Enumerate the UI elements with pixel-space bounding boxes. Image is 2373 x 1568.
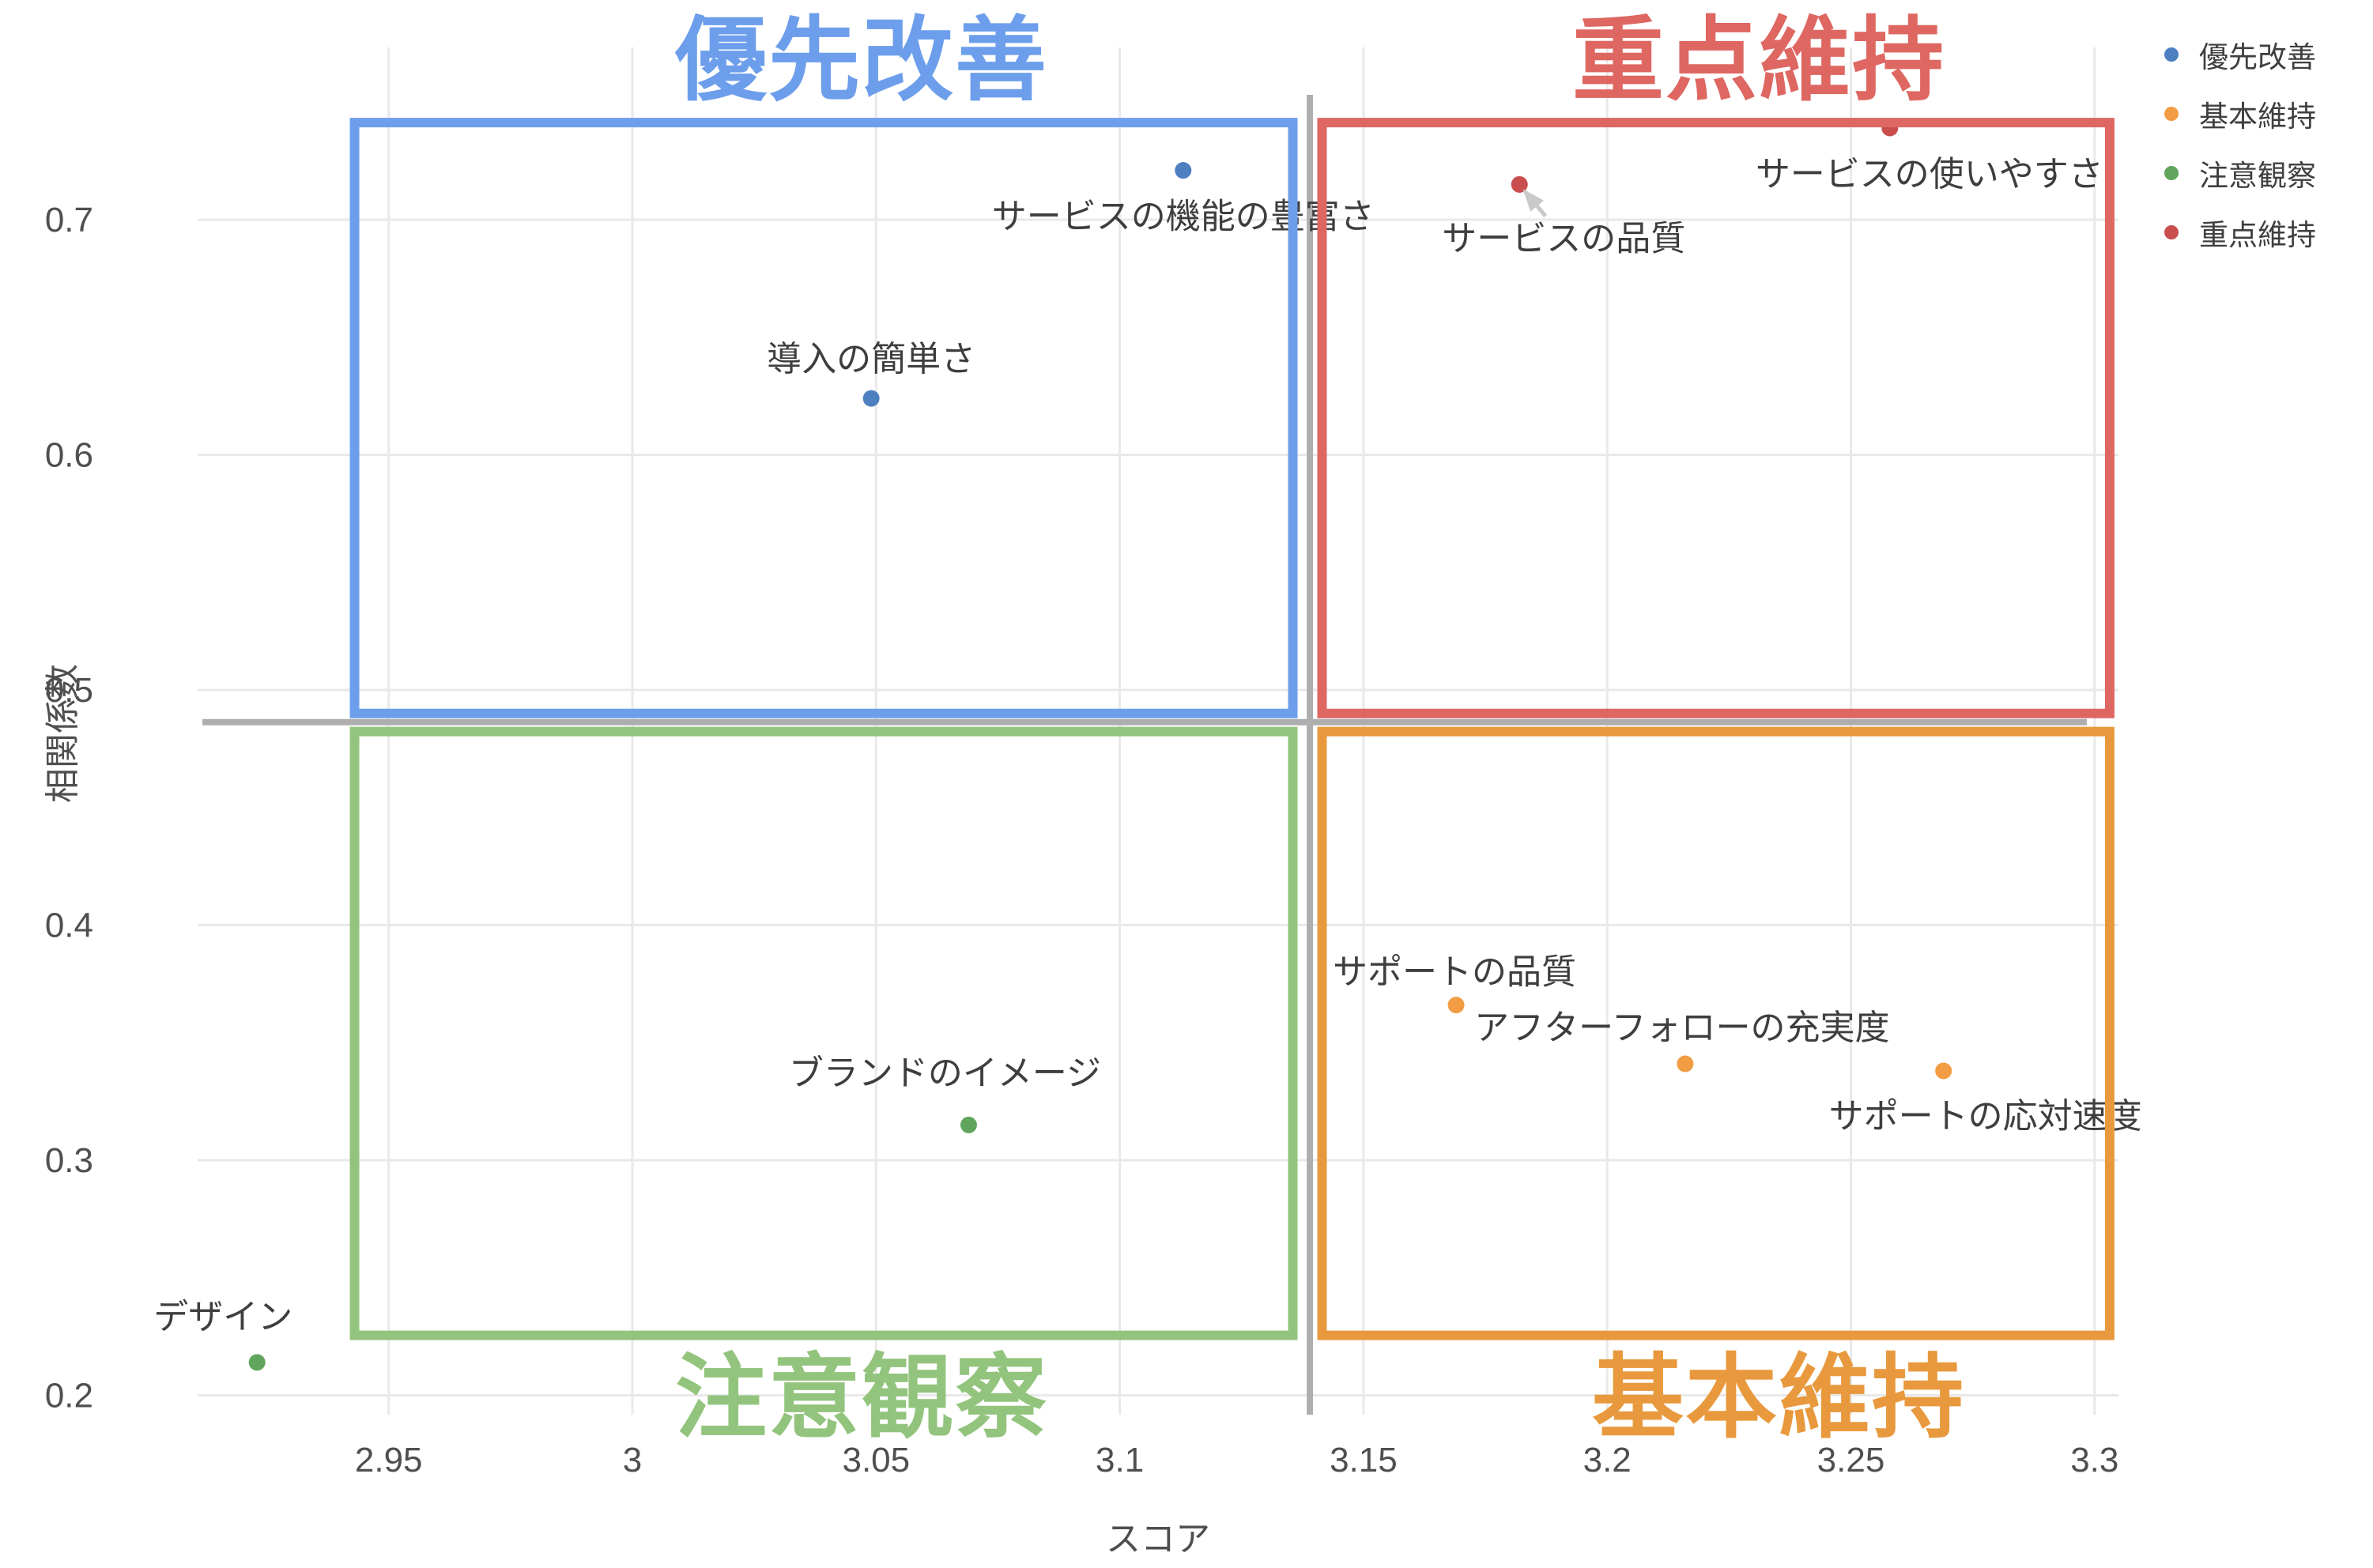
- y-tick-label: 0.7: [45, 201, 93, 239]
- y-tick-label: 0.3: [45, 1141, 93, 1180]
- legend-label: 基本維持: [2199, 100, 2316, 133]
- y-tick-label: 0.2: [45, 1377, 93, 1415]
- legend-marker-icon: [2164, 47, 2179, 62]
- legend-marker-icon: [2164, 225, 2179, 239]
- x-tick-label: 3.1: [1096, 1441, 1144, 1479]
- data-point-label: 導入の簡単さ: [767, 340, 975, 379]
- annotation-arrow: [1522, 189, 1548, 217]
- data-point[interactable]: [1447, 997, 1465, 1014]
- legend-label: 注意観察: [2199, 160, 2316, 192]
- y-tick-label: 0.5: [45, 671, 93, 710]
- data-point-label: サービスの機能の豊富さ: [992, 198, 1375, 236]
- legend-marker-icon: [2164, 107, 2179, 121]
- data-point[interactable]: [1677, 1055, 1694, 1072]
- data-point[interactable]: [1175, 162, 1192, 179]
- x-tick-label: 3.3: [2070, 1441, 2118, 1479]
- quadrant-boxes: [349, 118, 2115, 1340]
- legend-label: 優先改善: [2199, 41, 2316, 74]
- data-point-label: デザイン: [153, 1298, 292, 1336]
- x-tick-label: 3: [623, 1441, 642, 1479]
- data-point-label: サービスの使いやすさ: [1756, 155, 2103, 194]
- data-point[interactable]: [862, 390, 880, 407]
- quadrant-title-key-maintain: 重点維持: [1572, 9, 1945, 111]
- x-tick-label: 3.2: [1583, 1441, 1632, 1479]
- y-tick-label: 0.6: [45, 436, 93, 475]
- x-tick-label: 3.15: [1330, 1441, 1398, 1479]
- legend-label: 重点維持: [2199, 219, 2316, 251]
- x-tick-label: 2.95: [355, 1441, 423, 1479]
- x-axis-title: スコア: [1106, 1520, 1210, 1559]
- data-points: サービスの機能の豊富さ導入の簡単さサポートの品質アフターフォローの充実度サポート…: [153, 119, 2142, 1371]
- data-point-label: サポートの品質: [1333, 953, 1576, 992]
- quadrant-title-basic-maintain: 基本維持: [1592, 1346, 1965, 1449]
- legend-item-priority-improve[interactable]: 優先改善: [2164, 33, 2316, 76]
- y-tick-label: 0.4: [45, 906, 93, 945]
- data-point-label: サービスの品質: [1442, 219, 1685, 258]
- data-point[interactable]: [248, 1354, 266, 1371]
- legend-marker-icon: [2164, 166, 2179, 180]
- data-point[interactable]: [1511, 175, 1528, 193]
- quadrant-box-priority-improve: [349, 118, 1298, 718]
- data-point-label: サポートの応対速度: [1829, 1097, 2142, 1136]
- legend-item-key-maintain[interactable]: 重点維持: [2164, 211, 2316, 254]
- quadrant-box-basic-maintain: [1317, 726, 2115, 1340]
- data-point-label: ブランドのイメージ: [789, 1054, 1101, 1092]
- quadrant-box-key-maintain: [1317, 118, 2115, 718]
- y-axis-title: 相関係数: [43, 664, 82, 803]
- legend: 優先改善 基本維持 注意観察 重点維持: [2164, 33, 2316, 254]
- quadrant-divider-lines: [202, 95, 2087, 1415]
- quadrant-title-priority-improve: 優先改善: [675, 9, 1048, 111]
- quadrant-box-watch: [349, 726, 1298, 1340]
- quadrant-title-watch: 注意観察: [675, 1346, 1048, 1449]
- legend-item-basic-maintain[interactable]: 基本維持: [2164, 92, 2316, 135]
- legend-item-watch[interactable]: 注意観察: [2164, 152, 2316, 194]
- tick-labels: 2.95 3 3.05 3.1 3.15 3.2 3.25 3.3 0.2 0.3 0.4 0.5 0.…: [45, 201, 2119, 1479]
- annotation-leader-line: [1522, 189, 1548, 217]
- x-tick-label: 3.25: [1817, 1441, 1885, 1479]
- data-point-label: アフターフォローの充実度: [1474, 1008, 1889, 1047]
- data-point[interactable]: [960, 1116, 977, 1133]
- x-tick-label: 3.05: [842, 1441, 910, 1479]
- data-point[interactable]: [1935, 1062, 1952, 1080]
